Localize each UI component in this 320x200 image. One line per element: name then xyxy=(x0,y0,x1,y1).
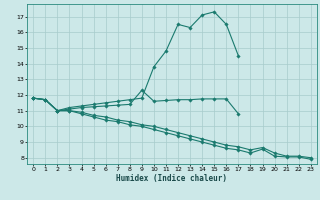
X-axis label: Humidex (Indice chaleur): Humidex (Indice chaleur) xyxy=(116,174,228,183)
